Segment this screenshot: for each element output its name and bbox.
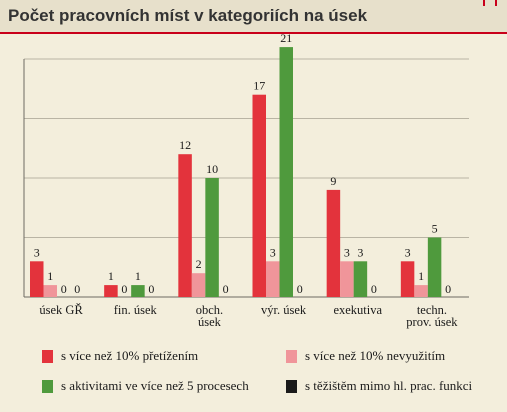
bar [414, 285, 428, 297]
data-label: 0 [223, 282, 229, 296]
title-rule [0, 32, 507, 34]
legend-swatch [42, 379, 53, 393]
data-label: 21 [280, 34, 292, 45]
legend-label: s aktivitami ve více než 5 procesech [61, 378, 249, 393]
data-label: 0 [61, 282, 67, 296]
data-label: 0 [74, 282, 80, 296]
data-label: 9 [330, 174, 336, 188]
data-label: 1 [135, 269, 141, 283]
data-label: 2 [196, 257, 202, 271]
data-label: 3 [405, 245, 411, 259]
bar [400, 261, 415, 297]
legend-label: s více než 10% nevyužitím [305, 348, 446, 363]
category-label: fin. úsek [114, 303, 158, 317]
data-label: 0 [148, 282, 154, 296]
title-bar: Počet pracovních míst v kategoriích na ú… [0, 0, 507, 34]
legend-swatch [286, 349, 297, 363]
bar [340, 261, 354, 297]
data-label: 3 [34, 245, 40, 259]
legend-item: s aktivitami ve více než 5 procesech [42, 378, 249, 394]
corner-mark [483, 0, 497, 6]
data-label: 10 [206, 162, 218, 176]
legend-item: s více než 10% nevyužitím [286, 348, 445, 364]
bar [427, 237, 442, 297]
data-label: 17 [253, 79, 265, 93]
bar [104, 285, 118, 297]
category-label: prov. úsek [406, 315, 458, 329]
data-label: 1 [108, 269, 114, 283]
legend-swatch [42, 349, 53, 363]
legend-label: s více než 10% přetížením [61, 348, 199, 363]
category-label: exekutiva [333, 303, 382, 317]
category-label: výr. úsek [261, 303, 307, 317]
bar [279, 47, 293, 297]
category-label: úsek [198, 315, 222, 329]
data-label: 0 [121, 282, 127, 296]
data-label: 3 [344, 245, 350, 259]
data-label: 0 [371, 282, 377, 296]
data-label: 3 [270, 245, 276, 259]
legend-label: s těžištěm mimo hl. prac. funkci [305, 378, 473, 393]
data-label: 5 [432, 222, 438, 236]
bar [252, 94, 266, 297]
category-label: obch. [196, 303, 223, 317]
data-label: 1 [418, 269, 424, 283]
bar [191, 273, 206, 297]
bar [205, 178, 219, 297]
bar [326, 189, 341, 297]
data-label: 0 [445, 282, 451, 296]
category-label: úsek GŘ [39, 303, 83, 317]
category-label: techn. [417, 303, 447, 317]
data-label: 3 [357, 245, 363, 259]
legend-swatch [286, 379, 297, 393]
chart-title: Počet pracovních míst v kategoriích na ú… [8, 6, 368, 25]
bar [43, 285, 57, 297]
bar [178, 154, 192, 297]
legend-item: s těžištěm mimo hl. prac. funkci [286, 378, 472, 394]
legend: s více než 10% přetížením s více než 10% … [0, 342, 507, 412]
data-label: 0 [297, 282, 303, 296]
bar [353, 261, 368, 297]
legend-item: s více než 10% přetížením [42, 348, 198, 364]
data-label: 12 [179, 138, 191, 152]
bar [30, 261, 44, 297]
bar [266, 261, 280, 297]
bar [131, 285, 145, 297]
data-label: 1 [47, 269, 53, 283]
